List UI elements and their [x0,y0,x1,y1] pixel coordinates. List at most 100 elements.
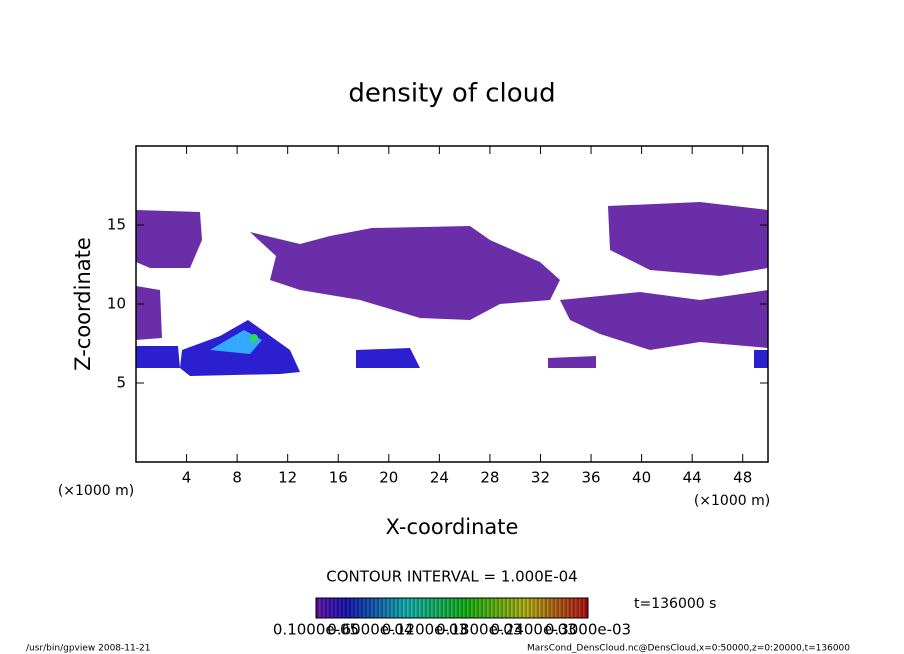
x-tick-label: 24 [430,469,449,487]
x-tick-label: 20 [379,469,398,487]
y-tick-label: 5 [116,374,126,392]
y-unit: (×1000 m) [58,483,134,499]
colorbar-label: 0.1200e-03 [382,621,468,639]
colorbar-cell [575,597,581,619]
colorbar-label: 0.3000e-03 [545,621,631,639]
colorbar-cell [547,597,553,619]
colorbar-cell [539,597,545,619]
colorbar-cell [431,597,437,619]
footer-right: MarsCond_DensCloud.nc@DensCloud,x=0:5000… [527,644,850,654]
colorbar-cell [331,597,337,619]
x-tick-label: 4 [182,469,192,487]
x-unit: (×1000 m) [694,493,770,509]
colorbar-cell [439,597,445,619]
colorbar-cell [427,597,433,619]
colorbar-cell [335,597,341,619]
x-tick-label: 16 [329,469,348,487]
colorbar-label: 0.6000e-04 [327,621,413,639]
x-tick-label: 48 [733,469,752,487]
colorbar-cell [399,597,405,619]
colorbar-cell [555,597,561,619]
colorbar-cell [319,597,325,619]
colorbar-label: 0.2400e-03 [490,621,576,639]
x-tick-label: 44 [683,469,702,487]
colorbar-cell [535,597,541,619]
colorbar-cell [323,597,329,619]
colorbar-cell [375,597,381,619]
x-tick-label: 8 [232,469,242,487]
colorbar-cell [327,597,333,619]
x-tick-label: 40 [632,469,651,487]
colorbar-cell [455,597,461,619]
colorbar-cell [475,597,481,619]
footer-left: /usr/bin/gpview 2008-11-21 [26,644,150,654]
colorbar-cell [339,597,345,619]
colorbar-cell [403,597,409,619]
x-axis-label: X-coordinate [386,515,519,539]
x-tick-label: 12 [278,469,297,487]
y-tick-label: 15 [107,216,126,234]
chart-title: density of cloud [348,79,555,109]
colorbar-cell [563,597,569,619]
colorbar-cell [559,597,565,619]
colorbar-cell [519,597,525,619]
y-axis-label: Z-coordinate [71,237,95,371]
colorbar [315,597,589,619]
colorbar-cell [411,597,417,619]
colorbar-cell [343,597,349,619]
x-tick-label: 32 [531,469,550,487]
colorbar-cell [531,597,537,619]
colorbar-cell [515,597,521,619]
colorbar-cell [543,597,549,619]
colorbar-cell [363,597,369,619]
colorbar-label: 0.1800e-03 [436,621,522,639]
time-label: t=136000 s [634,596,716,612]
colorbar-cell [483,597,489,619]
colorbar-cell [463,597,469,619]
x-tick-label: 28 [480,469,499,487]
colorbar-cell [579,597,585,619]
colorbar-cell [487,597,493,619]
colorbar-cell [407,597,413,619]
colorbar-cell [527,597,533,619]
colorbar-cell [379,597,385,619]
cloud-field [136,202,768,376]
colorbar-cell [503,597,509,619]
y-tick-label: 10 [107,295,126,313]
colorbar-cell [479,597,485,619]
colorbar-frame [315,597,589,619]
colorbar-cell [395,597,401,619]
colorbar-cell [459,597,465,619]
colorbar-label: 0.1000e-05 [273,621,359,639]
colorbar-cell [387,597,393,619]
colorbar-cell [347,597,353,619]
colorbar-cell [495,597,501,619]
colorbar-cell [367,597,373,619]
colorbar-cell [359,597,365,619]
colorbar-cell [355,597,361,619]
colorbar-cell [583,597,589,619]
colorbar-cell [451,597,457,619]
colorbar-cell [391,597,397,619]
colorbar-cell [371,597,377,619]
contour-interval: CONTOUR INTERVAL = 1.000E-04 [326,568,577,586]
colorbar-cell [471,597,477,619]
colorbar-cell [419,597,425,619]
colorbar-cell [415,597,421,619]
colorbar-cell [443,597,449,619]
colorbar-cell [523,597,529,619]
colorbar-cell [511,597,517,619]
colorbar-cell [423,597,429,619]
colorbar-cell [315,597,321,619]
colorbar-cell [435,597,441,619]
colorbar-cell [383,597,389,619]
colorbar-cell [351,597,357,619]
x-tick-label: 36 [581,469,600,487]
colorbar-cell [491,597,497,619]
colorbar-cell [551,597,557,619]
colorbar-cell [571,597,577,619]
colorbar-cell [467,597,473,619]
colorbar-cell [499,597,505,619]
colorbar-cell [507,597,513,619]
